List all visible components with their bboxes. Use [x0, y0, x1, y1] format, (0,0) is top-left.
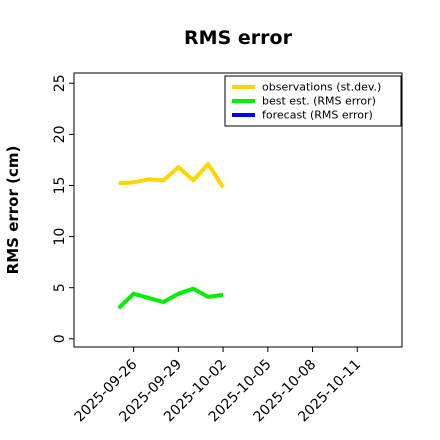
legend-label-2: best est. (RMS error)	[262, 95, 376, 108]
y-tick-label: 20	[52, 125, 68, 143]
legend-label-3: forecast (RMS error)	[262, 109, 373, 122]
y-tick-label: 15	[52, 177, 68, 195]
chart-title: RMS error	[184, 27, 293, 49]
series-line-1	[118, 162, 225, 189]
y-tick-label: 25	[52, 74, 68, 92]
y-tick-label: 0	[52, 334, 68, 343]
plot-frame	[73, 72, 403, 348]
series-line-2	[117, 286, 224, 310]
y-axis-label: RMS error (cm)	[4, 146, 22, 275]
legend: observations (st.dev.)best est. (RMS err…	[224, 75, 402, 127]
legend-label-1: observations (st.dev.)	[262, 81, 381, 94]
y-tick-label: 10	[52, 228, 68, 246]
y-tick-label: 5	[52, 283, 68, 292]
